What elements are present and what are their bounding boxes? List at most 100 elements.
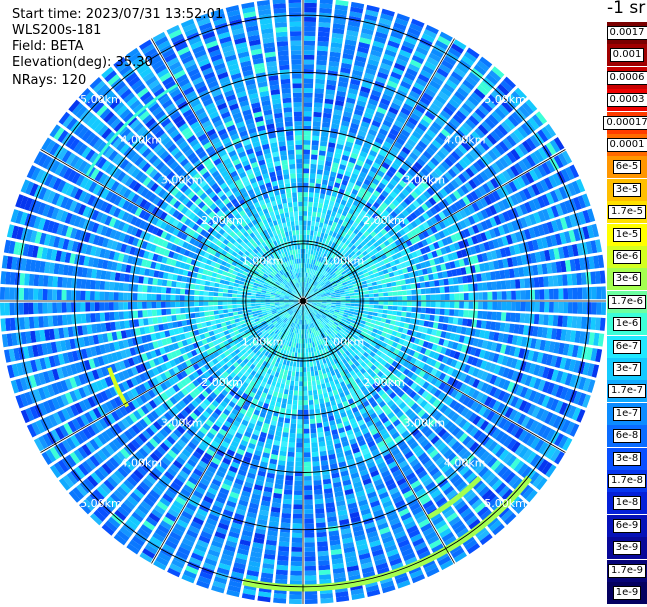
- range-gate: [341, 301, 346, 303]
- range-gate: [287, 399, 292, 404]
- range-gate: [304, 154, 310, 159]
- range-gate: [291, 561, 302, 566]
- range-gate: [553, 315, 559, 326]
- range-gate: [367, 315, 372, 319]
- range-gate: [322, 180, 328, 186]
- range-gate: [296, 343, 299, 348]
- range-gate: [304, 112, 312, 117]
- range-gate: [458, 285, 463, 292]
- range-gate: [308, 381, 312, 386]
- range-gate: [316, 380, 320, 385]
- range-gate: [364, 308, 369, 311]
- range-gate: [304, 121, 312, 126]
- range-gate: [313, 466, 320, 471]
- range-gate: [285, 475, 293, 480]
- range-gate: [312, 381, 316, 386]
- range-gate: [300, 329, 302, 334]
- range-gate: [290, 428, 296, 433]
- range-gate: [562, 274, 568, 286]
- range-gate: [318, 551, 329, 557]
- range-gate: [379, 301, 384, 304]
- range-gate: [295, 476, 303, 481]
- range-gate: [410, 319, 416, 325]
- range-gate: [435, 302, 440, 308]
- range-gate: [305, 547, 316, 552]
- range-gate: [290, 580, 302, 585]
- range-gate: [419, 320, 425, 326]
- range-gate: [307, 362, 310, 367]
- range-gate: [305, 259, 307, 264]
- range-gate: [292, 371, 296, 376]
- range-gate: [572, 273, 578, 285]
- range-gate: [307, 259, 309, 264]
- range-gate: [305, 552, 316, 557]
- range-gate: [308, 249, 311, 254]
- range-gate: [309, 197, 314, 202]
- range-gate: [453, 277, 459, 284]
- range-gate: [430, 288, 435, 294]
- range-gate: [321, 383, 326, 389]
- range-gate: [388, 301, 393, 305]
- range-gate: [295, 462, 302, 467]
- range-gate: [336, 303, 341, 305]
- range-gate: [449, 286, 454, 293]
- range-gate: [309, 405, 314, 410]
- range-gate: [304, 528, 314, 533]
- range-gate: [293, 519, 302, 524]
- range-gate: [278, 460, 285, 466]
- range-gate: [304, 12, 316, 17]
- range-gate: [305, 329, 307, 334]
- range-gate: [293, 514, 302, 519]
- range-gate: [398, 301, 403, 305]
- range-gate: [278, 393, 283, 399]
- range-gate: [297, 338, 299, 343]
- range-gate: [306, 244, 309, 249]
- range-gate: [316, 60, 327, 66]
- range-gate: [276, 474, 284, 480]
- range-gate: [444, 286, 449, 293]
- range-gate: [453, 317, 459, 324]
- range-gate: [601, 302, 606, 315]
- range-gate: [304, 509, 313, 514]
- range-gate: [362, 281, 367, 285]
- range-gate: [310, 367, 314, 372]
- range-gate: [307, 372, 311, 377]
- range-gate: [573, 302, 578, 314]
- range-gate: [487, 282, 492, 290]
- range-gate: [412, 301, 417, 306]
- range-gate: [281, 522, 291, 528]
- range-gate: [387, 310, 392, 314]
- range-gate: [304, 495, 312, 500]
- range-gate: [304, 405, 309, 410]
- range-gate: [319, 222, 323, 227]
- range-gate: [549, 302, 554, 313]
- range-gate: [364, 291, 369, 294]
- range-gate: [421, 295, 426, 300]
- range-gate: [318, 389, 323, 394]
- range-gate: [327, 298, 332, 300]
- range-gate: [304, 424, 310, 429]
- range-gate: [314, 226, 318, 231]
- range-gate: [336, 295, 341, 297]
- range-gate: [407, 307, 412, 312]
- range-gate: [295, 376, 299, 381]
- range-gate: [374, 297, 379, 300]
- range-gate: [476, 320, 482, 328]
- range-gate: [396, 281, 401, 286]
- range-gate: [312, 145, 319, 150]
- range-gate: [300, 363, 303, 368]
- range-gate: [304, 519, 314, 524]
- range-gate: [303, 258, 305, 263]
- range-gate: [312, 447, 319, 452]
- range-gate: [305, 594, 318, 599]
- range-gate: [304, 490, 312, 495]
- range-gate: [292, 533, 302, 538]
- range-gate: [284, 389, 289, 394]
- range-gate: [326, 382, 331, 388]
- range-gate: [322, 417, 328, 423]
- range-gate: [299, 377, 302, 382]
- range-gate: [304, 26, 316, 31]
- range-gate: [407, 301, 412, 306]
- range-gate: [520, 279, 525, 289]
- range-gate: [320, 451, 327, 457]
